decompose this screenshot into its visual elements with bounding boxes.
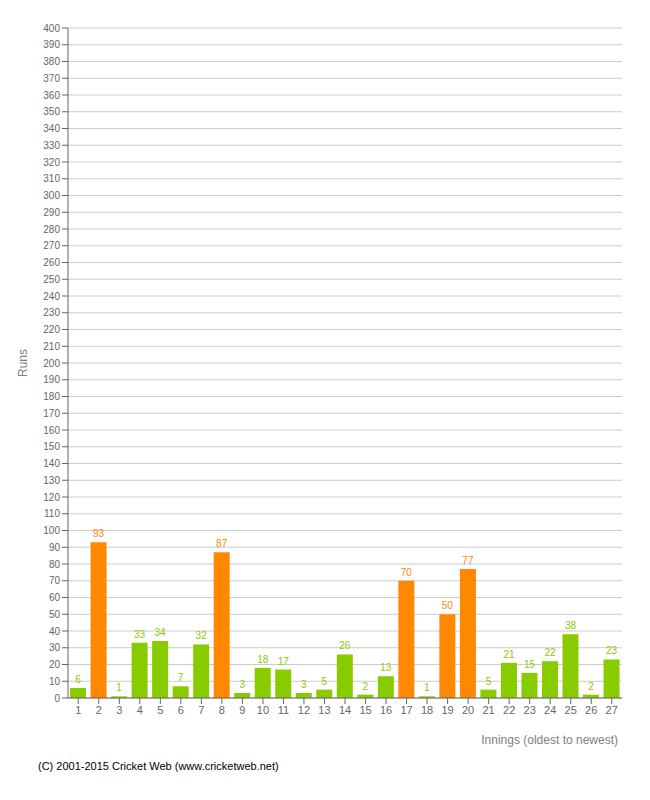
svg-text:34: 34 [155,627,167,638]
svg-text:Innings (oldest to newest): Innings (oldest to newest) [481,733,618,747]
svg-text:23: 23 [524,704,536,716]
svg-text:2: 2 [96,704,102,716]
svg-text:130: 130 [43,475,60,486]
svg-text:4: 4 [137,704,143,716]
svg-text:5: 5 [321,676,327,687]
svg-text:25: 25 [565,704,577,716]
svg-text:26: 26 [585,704,597,716]
svg-text:8: 8 [219,704,225,716]
svg-text:20: 20 [49,659,61,670]
svg-text:12: 12 [298,704,310,716]
svg-text:240: 240 [43,291,60,302]
svg-text:32: 32 [196,630,208,641]
svg-text:210: 210 [43,341,60,352]
svg-text:220: 220 [43,324,60,335]
svg-text:290: 290 [43,207,60,218]
svg-text:33: 33 [134,629,146,640]
svg-text:320: 320 [43,157,60,168]
svg-text:5: 5 [157,704,163,716]
svg-text:50: 50 [49,609,61,620]
svg-text:370: 370 [43,73,60,84]
svg-text:380: 380 [43,56,60,67]
html-text:(C) 2001-2015 Cricket Web (www: (C) 2001-2015 Cricket Web (www.cricketwe… [38,760,279,772]
svg-text:16: 16 [380,704,392,716]
svg-text:14: 14 [339,704,351,716]
svg-text:11: 11 [278,704,289,716]
svg-text:140: 140 [43,458,60,469]
svg-text:1: 1 [116,682,122,693]
svg-text:38: 38 [565,620,577,631]
svg-text:26: 26 [339,640,351,651]
svg-text:17: 17 [278,656,290,667]
svg-text:13: 13 [318,704,330,716]
svg-text:21: 21 [503,649,515,660]
svg-text:250: 250 [43,274,60,285]
svg-text:70: 70 [401,567,413,578]
svg-text:100: 100 [43,525,60,536]
svg-text:170: 170 [43,408,60,419]
svg-text:340: 340 [43,123,60,134]
svg-text:6: 6 [75,674,81,685]
svg-text:5: 5 [486,676,492,687]
svg-text:18: 18 [421,704,433,716]
svg-text:160: 160 [43,425,60,436]
svg-text:27: 27 [606,704,618,716]
svg-text:22: 22 [503,704,515,716]
svg-text:360: 360 [43,90,60,101]
svg-text:350: 350 [43,106,60,117]
svg-text:0: 0 [54,693,60,704]
svg-text:120: 120 [43,492,60,503]
svg-text:9: 9 [239,704,245,716]
svg-text:19: 19 [441,704,453,716]
svg-text:300: 300 [43,190,60,201]
svg-text:190: 190 [43,374,60,385]
svg-text:3: 3 [116,704,122,716]
svg-text:1: 1 [424,682,430,693]
svg-text:18: 18 [257,654,269,665]
svg-text:2: 2 [588,681,594,692]
svg-text:20: 20 [462,704,474,716]
svg-text:13: 13 [380,662,392,673]
svg-text:23: 23 [606,645,618,656]
svg-text:77: 77 [462,555,474,566]
svg-text:330: 330 [43,140,60,151]
svg-text:1: 1 [75,704,81,716]
svg-text:50: 50 [442,600,454,611]
svg-text:180: 180 [43,391,60,402]
svg-text:400: 400 [43,23,60,34]
svg-text:7: 7 [178,672,184,683]
svg-text:10: 10 [49,676,61,687]
svg-text:3: 3 [239,679,245,690]
svg-text:390: 390 [43,39,60,50]
svg-text:270: 270 [43,240,60,251]
svg-text:310: 310 [43,173,60,184]
svg-text:10: 10 [257,704,269,716]
svg-text:280: 280 [43,224,60,235]
svg-text:24: 24 [544,704,556,716]
svg-text:230: 230 [43,307,60,318]
svg-text:90: 90 [49,542,61,553]
svg-text:30: 30 [49,642,61,653]
svg-text:150: 150 [43,441,60,452]
svg-text:Runs: Runs [16,349,30,377]
svg-text:15: 15 [524,659,536,670]
svg-text:110: 110 [44,508,60,519]
svg-text:2: 2 [363,681,369,692]
svg-text:40: 40 [49,626,61,637]
svg-text:3: 3 [301,679,307,690]
svg-text:70: 70 [49,575,61,586]
svg-text:260: 260 [43,257,60,268]
svg-text:60: 60 [49,592,61,603]
svg-text:6: 6 [178,704,184,716]
svg-text:7: 7 [198,704,204,716]
svg-text:93: 93 [93,528,105,539]
svg-text:22: 22 [544,647,556,658]
svg-text:15: 15 [359,704,371,716]
svg-text:80: 80 [49,559,61,570]
svg-text:200: 200 [43,358,60,369]
svg-text:87: 87 [216,538,228,549]
svg-text:21: 21 [483,704,495,716]
svg-text:17: 17 [400,704,412,716]
